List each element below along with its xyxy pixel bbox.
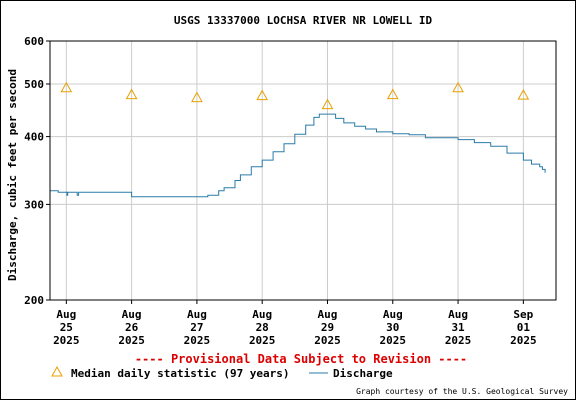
x-tick-year: 2025 — [314, 334, 341, 347]
x-tick-year: 2025 — [445, 334, 472, 347]
grid-lines — [50, 40, 556, 301]
x-tick-day: 28 — [256, 321, 269, 334]
x-tick-year: 2025 — [53, 334, 80, 347]
median-marker — [321, 98, 334, 110]
x-tick-day: 01 — [517, 321, 531, 334]
provisional-data-notice: ---- Provisional Data Subject to Revisio… — [135, 352, 467, 366]
x-tick-month: Aug — [448, 308, 468, 321]
x-tick-year: 2025 — [118, 334, 145, 347]
median-marker — [452, 81, 464, 93]
x-tick-year: 2025 — [249, 334, 276, 347]
x-tick-day: 31 — [451, 321, 465, 334]
x-tick-month: Aug — [383, 308, 403, 321]
x-tick-month: Sep — [513, 308, 533, 321]
legend-discharge-label: Discharge — [333, 367, 393, 380]
x-axis-ticks: Aug252025Aug262025Aug272025Aug282025Aug2… — [53, 300, 537, 347]
x-tick-day: 30 — [386, 321, 399, 334]
legend-median-label: Median daily statistic (97 years) — [71, 367, 290, 380]
legend-median-marker — [51, 365, 63, 377]
median-marker — [256, 89, 269, 101]
median-marker — [191, 91, 203, 103]
x-tick-year: 2025 — [510, 334, 537, 347]
y-axis-ticks: 200 300 400 500 600 — [24, 35, 50, 307]
chart-title: USGS 13337000 LOCHSA RIVER NR LOWELL ID — [174, 14, 433, 27]
x-tick-day: 26 — [125, 321, 139, 334]
x-tick-month: Aug — [318, 308, 338, 321]
x-tick-month: Aug — [122, 308, 142, 321]
y-tick-label: 600 — [24, 35, 44, 48]
plot-area — [49, 40, 557, 301]
y-axis-label: Discharge, cubic feet per second — [6, 69, 19, 281]
usgs-credit: Graph courtesy of the U.S. Geological Su… — [356, 387, 568, 396]
y-tick-label: 300 — [24, 198, 44, 211]
median-marker — [386, 88, 399, 100]
x-tick-month: Aug — [56, 308, 76, 321]
median-marker — [60, 81, 73, 93]
discharge-line — [50, 113, 546, 198]
y-tick-label: 200 — [24, 294, 44, 307]
median-marker — [517, 89, 530, 100]
y-tick-label: 500 — [24, 78, 44, 91]
y-tick-label: 400 — [24, 131, 44, 144]
x-tick-day: 25 — [60, 321, 73, 334]
x-tick-day: 27 — [190, 321, 203, 334]
x-tick-year: 2025 — [380, 334, 407, 347]
x-tick-year: 2025 — [184, 334, 211, 347]
x-tick-month: Aug — [187, 308, 207, 321]
legend: Median daily statistic (97 years) Discha… — [51, 365, 393, 380]
median-marker — [125, 88, 138, 100]
x-tick-day: 29 — [321, 321, 334, 334]
x-tick-month: Aug — [252, 308, 272, 321]
data-series — [50, 81, 546, 198]
